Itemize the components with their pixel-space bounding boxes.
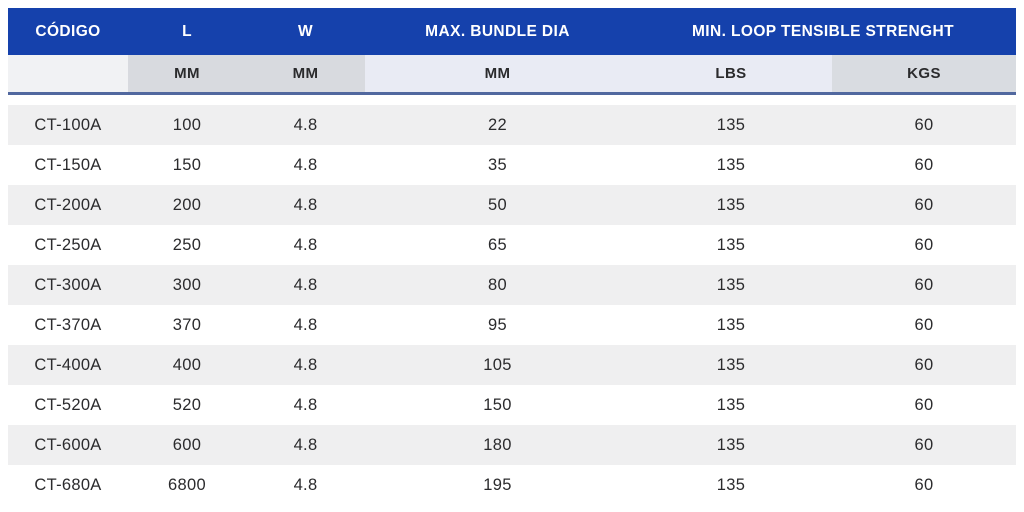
cell-width: 4.8	[293, 475, 318, 494]
cell-codigo: CT-200A	[34, 195, 102, 214]
cell-kgs: 60	[914, 155, 934, 174]
table-row: CT-300A 300 4.8 80 135 60	[8, 265, 1016, 305]
table-row: CT-370A 370 4.8 95 135 60	[8, 305, 1016, 345]
units-length-mm: MM	[128, 55, 246, 92]
cell-codigo: CT-250A	[34, 235, 102, 254]
cell-lbs: 135	[716, 395, 746, 414]
header-min-loop-strength: MIN. LOOP TENSIBLE STRENGHT	[692, 22, 954, 40]
cell-width: 4.8	[293, 235, 318, 254]
cell-bundle-dia: 80	[488, 275, 507, 294]
units-bundle-mm: MM	[365, 55, 630, 92]
cell-length: 250	[172, 235, 202, 254]
cell-kgs: 60	[914, 315, 934, 334]
table-row: CT-250A 250 4.8 65 135 60	[8, 225, 1016, 265]
cell-lbs: 135	[716, 155, 746, 174]
spec-table: CÓDIGO L W MAX. BUNDLE DIA MIN. LOOP TEN…	[8, 8, 1016, 505]
cell-lbs: 135	[716, 115, 746, 134]
cell-width: 4.8	[293, 395, 318, 414]
cell-length: 370	[172, 315, 202, 334]
cell-codigo: CT-600A	[34, 435, 102, 454]
table-row: CT-400A 400 4.8 105 135 60	[8, 345, 1016, 385]
cell-kgs: 60	[914, 195, 934, 214]
table-row: CT-200A 200 4.8 50 135 60	[8, 185, 1016, 225]
cell-length: 150	[172, 155, 202, 174]
header-width: W	[297, 22, 314, 40]
table-header-row: CÓDIGO L W MAX. BUNDLE DIA MIN. LOOP TEN…	[8, 8, 1016, 55]
cell-width: 4.8	[293, 115, 318, 134]
table-row: CT-100A 100 4.8 22 135 60	[8, 105, 1016, 145]
cell-bundle-dia: 35	[488, 155, 507, 174]
table-row: CT-600A 600 4.8 180 135 60	[8, 425, 1016, 465]
cell-bundle-dia: 65	[488, 235, 507, 254]
table-row: CT-680A 6800 4.8 195 135 60	[8, 465, 1016, 505]
cell-length: 300	[172, 275, 202, 294]
cell-bundle-dia: 50	[488, 195, 507, 214]
header-length: L	[182, 22, 192, 40]
cell-codigo: CT-150A	[34, 155, 102, 174]
cell-codigo: CT-300A	[34, 275, 102, 294]
cell-bundle-dia: 180	[483, 435, 512, 454]
cell-kgs: 60	[914, 275, 934, 294]
cell-bundle-dia: 195	[483, 475, 512, 494]
cell-width: 4.8	[293, 435, 318, 454]
cell-bundle-dia: 22	[488, 115, 507, 134]
cell-codigo: CT-680A	[34, 475, 102, 494]
cell-length: 6800	[168, 475, 206, 494]
units-kgs: KGS	[832, 55, 1016, 92]
units-lbs: LBS	[630, 55, 832, 92]
cell-codigo: CT-100A	[34, 115, 102, 134]
header-max-bundle-dia: MAX. BUNDLE DIA	[425, 22, 570, 40]
table-body: CT-100A 100 4.8 22 135 60 CT-150A 150 4.…	[8, 105, 1016, 505]
cell-lbs: 135	[716, 475, 746, 494]
cell-bundle-dia: 95	[488, 315, 507, 334]
cell-width: 4.8	[293, 355, 318, 374]
cell-kgs: 60	[914, 395, 934, 414]
cell-kgs: 60	[914, 235, 934, 254]
cell-lbs: 135	[716, 235, 746, 254]
cell-lbs: 135	[716, 435, 746, 454]
table-row: CT-520A 520 4.8 150 135 60	[8, 385, 1016, 425]
header-codigo: CÓDIGO	[35, 22, 101, 40]
cell-lbs: 135	[716, 275, 746, 294]
cell-kgs: 60	[914, 435, 934, 454]
table-units-row: MM MM MM LBS KGS	[8, 55, 1016, 92]
cell-kgs: 60	[914, 475, 934, 494]
header-divider-line	[8, 92, 1016, 95]
cell-width: 4.8	[293, 275, 318, 294]
units-width-mm: MM	[246, 55, 365, 92]
cell-length: 200	[172, 195, 202, 214]
cell-lbs: 135	[716, 315, 746, 334]
cell-lbs: 135	[716, 355, 746, 374]
units-codigo-empty	[8, 55, 128, 92]
cell-length: 400	[172, 355, 202, 374]
cell-length: 100	[172, 115, 202, 134]
cell-lbs: 135	[716, 195, 746, 214]
cell-width: 4.8	[293, 155, 318, 174]
cell-codigo: CT-520A	[34, 395, 102, 414]
cell-bundle-dia: 150	[483, 395, 512, 414]
cell-width: 4.8	[293, 315, 318, 334]
cell-length: 520	[172, 395, 202, 414]
cell-codigo: CT-370A	[34, 315, 102, 334]
cell-kgs: 60	[914, 115, 934, 134]
cell-kgs: 60	[914, 355, 934, 374]
table-row: CT-150A 150 4.8 35 135 60	[8, 145, 1016, 185]
cell-bundle-dia: 105	[483, 355, 512, 374]
cell-codigo: CT-400A	[34, 355, 102, 374]
cell-width: 4.8	[293, 195, 318, 214]
cell-length: 600	[172, 435, 202, 454]
